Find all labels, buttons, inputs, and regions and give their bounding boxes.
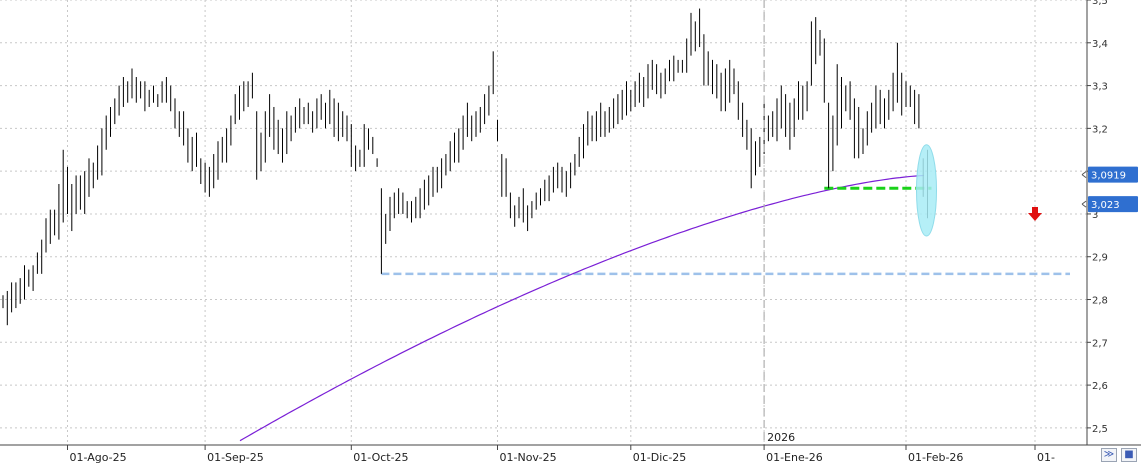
down-arrow-icon <box>1028 207 1042 221</box>
y-tick-label: 2,6 <box>1092 381 1108 392</box>
highlight-ellipse <box>916 144 937 237</box>
axes <box>0 0 1141 446</box>
save-icon: ■ <box>1124 449 1134 460</box>
price-badge-label: 3,0919 <box>1091 171 1126 182</box>
scroll-down-button[interactable]: ≫ <box>1101 448 1117 462</box>
y-tick-label: 3,5 <box>1092 0 1108 7</box>
y-tick-label: 3,4 <box>1092 39 1108 50</box>
x-tick-label: 01- <box>1037 451 1055 464</box>
double-chevron-down-icon: ≫ <box>1103 449 1115 460</box>
y-tick-label: 2,8 <box>1092 296 1108 307</box>
y-tick-label: 3,3 <box>1092 82 1108 93</box>
moving-average-line <box>239 174 925 442</box>
price-bars <box>2 8 928 326</box>
horizontal-gridlines <box>0 0 1087 429</box>
price-badge <box>1088 196 1138 213</box>
y-tick-label: 3,2 <box>1092 124 1108 135</box>
x-tick-label: 01-Ago-25 <box>70 451 127 464</box>
price-pointer <box>1081 200 1087 208</box>
price-pointer <box>1081 171 1087 179</box>
price-badge-label: 3,023 <box>1091 200 1120 211</box>
vertical-gridlines <box>67 0 1036 445</box>
moving-average-curve <box>239 174 925 442</box>
x-tick-label: 01-Dic-25 <box>633 451 687 464</box>
year-separator: 2026 <box>763 0 795 445</box>
y-tick-label: 2,7 <box>1092 338 1108 349</box>
price-labels: 3,0919 3,023 <box>1081 166 1138 213</box>
x-axis-ticks: 01-Ago-25 01-Sep-25 01-Oct-25 01-Nov-25 01-D… <box>67 445 1055 464</box>
x-tick-label: 01-Ene-26 <box>766 451 823 464</box>
x-tick-label: 01-Oct-25 <box>353 451 408 464</box>
save-button[interactable]: ■ <box>1121 448 1137 462</box>
x-tick-label: 01-Feb-26 <box>908 451 963 464</box>
price-badge <box>1088 166 1138 183</box>
year-label: 2026 <box>767 431 795 444</box>
x-tick-label: 01-Nov-25 <box>500 451 557 464</box>
y-axis-ticks: 3,53,43,33,23,132,92,82,72,62,5 <box>1087 0 1108 435</box>
y-tick-label: 2,9 <box>1092 253 1108 264</box>
y-tick-label: 3 <box>1092 210 1098 221</box>
x-tick-label: 01-Sep-25 <box>207 451 264 464</box>
highlight-ellipse <box>916 144 937 237</box>
y-tick-label: 2,5 <box>1092 424 1108 435</box>
down-arrow <box>1028 207 1042 221</box>
